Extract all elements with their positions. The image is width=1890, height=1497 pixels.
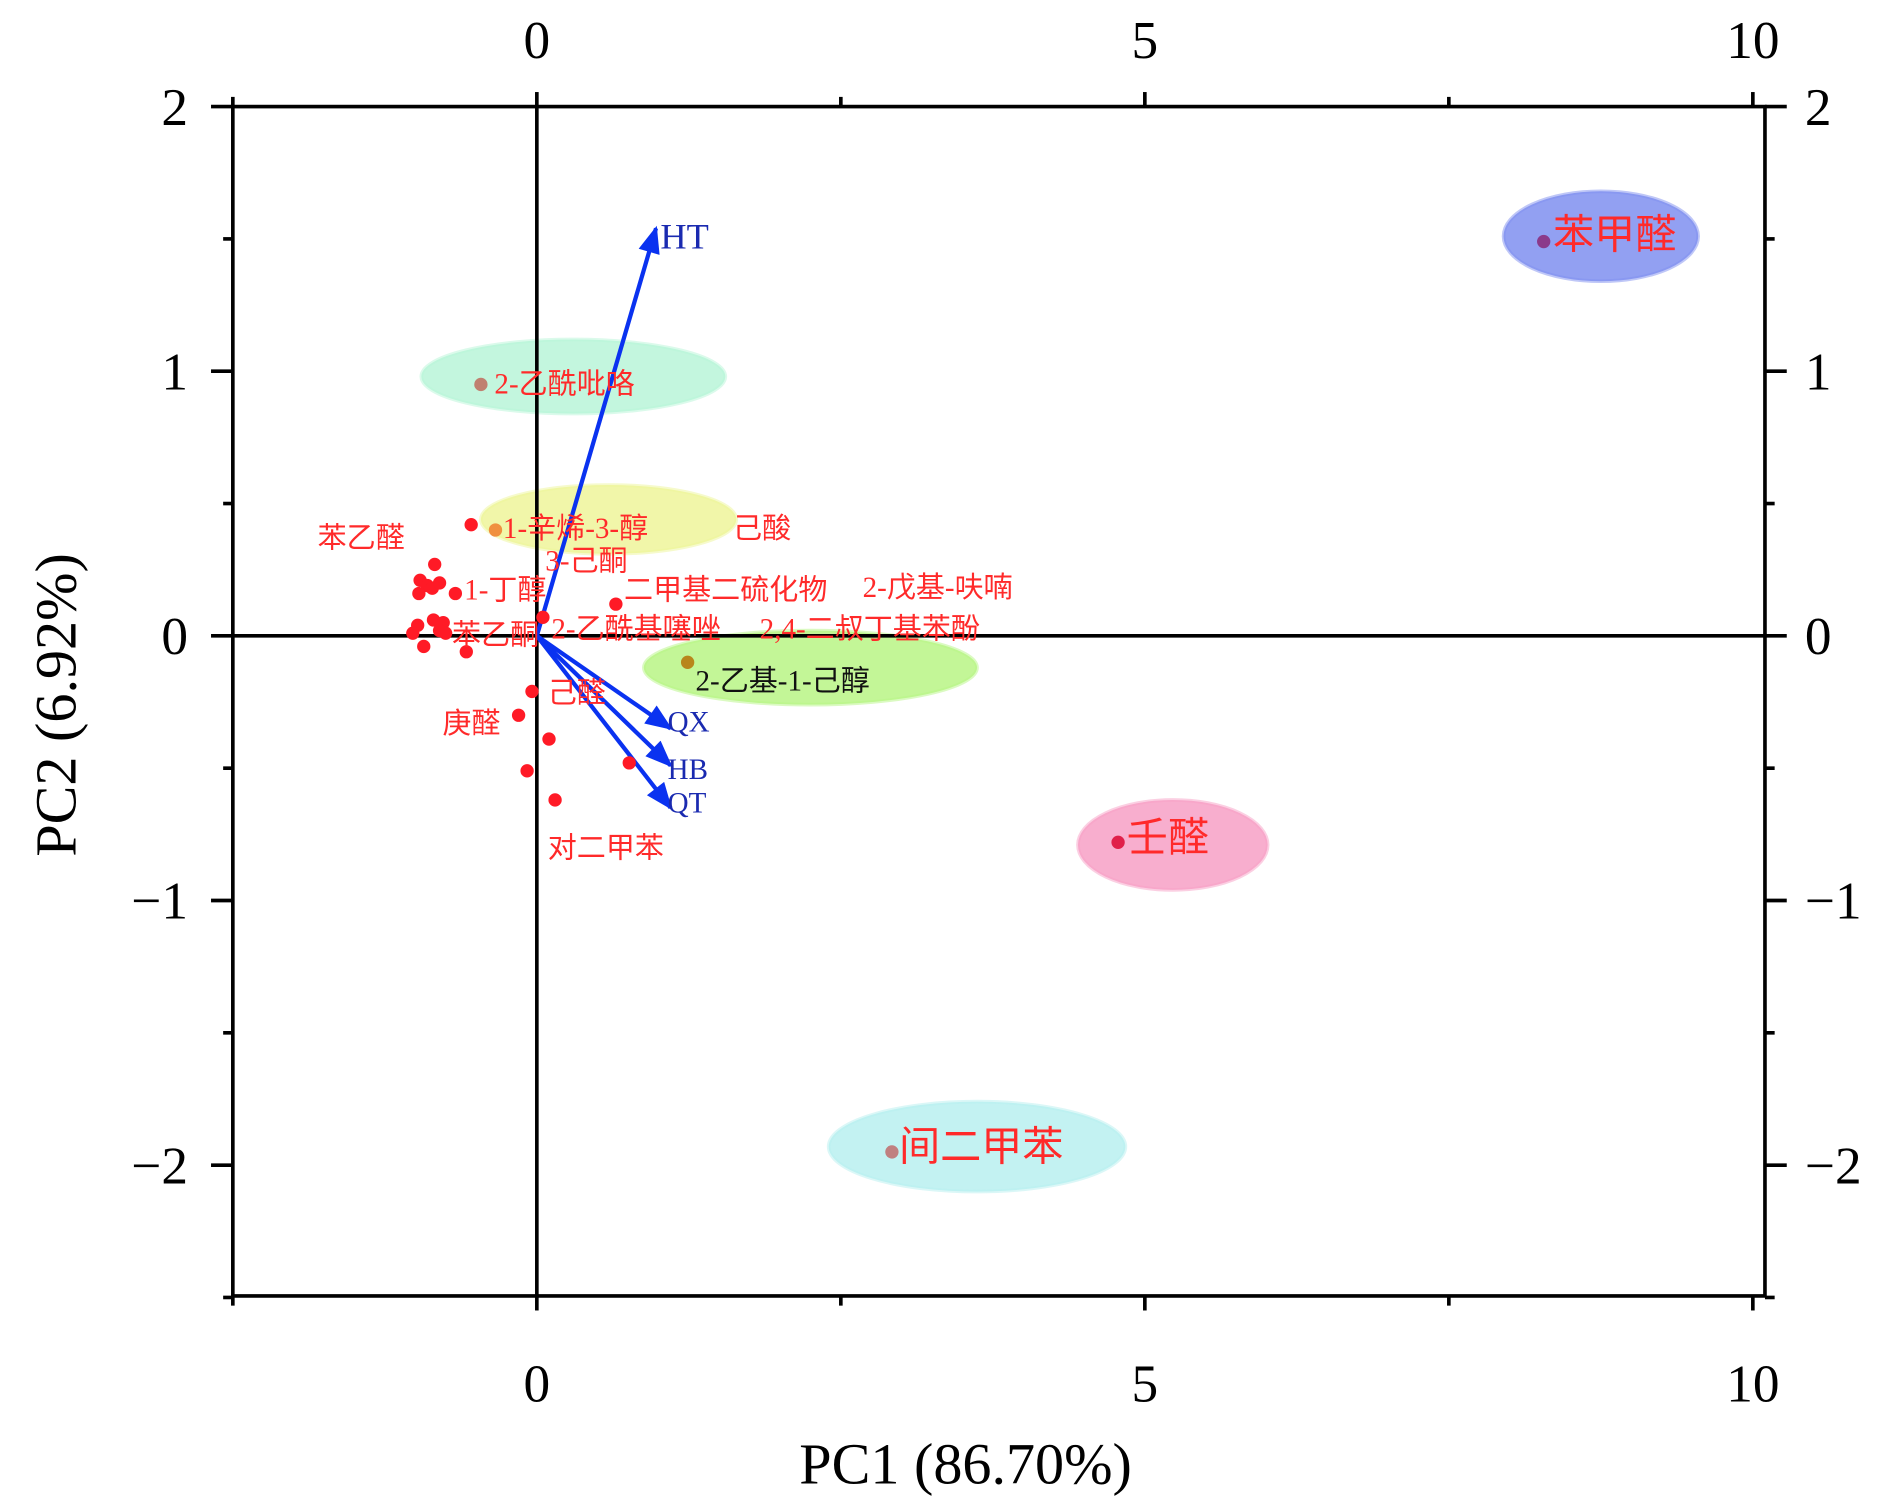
loading-label-hb: HB <box>668 754 708 786</box>
highlighted-label: 2-乙酰吡咯 <box>494 368 634 401</box>
data-point <box>525 684 539 699</box>
x-tick-label-bottom: 10 <box>1726 1354 1779 1413</box>
y-tick-label-right: 2 <box>1805 78 1832 137</box>
x-axis-title: PC1 (86.70%) <box>799 1432 1132 1497</box>
data-point <box>448 586 463 601</box>
group-ellipse <box>479 483 739 556</box>
highlighted-point <box>474 377 488 392</box>
highlighted-label: 壬醛 <box>1127 814 1209 860</box>
group-ellipse <box>642 628 979 707</box>
y-tick-label-right: 1 <box>1805 342 1832 401</box>
data-point <box>536 610 550 624</box>
loading-label-qt: QT <box>668 788 707 820</box>
point-label: 2,4-二叔丁基苯酚 <box>760 612 980 645</box>
data-point <box>542 732 556 746</box>
point-label: 庚醛 <box>442 707 500 740</box>
highlighted-label: 间二甲苯 <box>899 1123 1064 1169</box>
x-tick-label-bottom: 5 <box>1132 1354 1159 1413</box>
y-tick-label-right: −2 <box>1805 1136 1862 1195</box>
group-ellipse <box>419 337 728 416</box>
group-ellipse <box>826 1099 1128 1194</box>
y-tick-label-right: 0 <box>1805 607 1832 666</box>
y-tick-label-left: −1 <box>131 872 188 931</box>
y-axis-title: PC2 (6.92%) <box>23 553 88 857</box>
point-label: 己醛 <box>548 676 606 709</box>
highlighted-label: 苯甲醛 <box>1553 211 1676 257</box>
plot-frame <box>231 104 1767 1298</box>
point-label: 2-乙酰基噻唑 <box>551 612 720 645</box>
highlighted-point <box>488 523 503 537</box>
highlighted-point <box>1537 234 1551 249</box>
y-tick-label-left: 0 <box>161 607 188 666</box>
data-point <box>432 576 447 590</box>
data-point <box>622 756 636 770</box>
loading-arrow-hb <box>535 634 673 768</box>
data-point <box>406 626 420 640</box>
point-label: 2-戊基-呋喃 <box>863 571 1013 604</box>
loading-arrow-ht <box>534 225 660 637</box>
x-tick-label-top: 10 <box>1726 11 1779 70</box>
group-ellipse <box>1501 189 1700 284</box>
data-point <box>548 793 562 807</box>
point-label: 苯乙醛 <box>318 521 405 554</box>
loading-label-qx: QX <box>668 707 710 739</box>
data-point <box>459 645 473 659</box>
highlighted-point <box>1111 835 1125 849</box>
data-point <box>417 639 431 654</box>
data-point <box>609 597 623 611</box>
highlighted-point <box>885 1145 899 1159</box>
data-point <box>428 557 442 572</box>
point-label: 二甲基二硫化物 <box>624 574 827 607</box>
data-point <box>412 586 426 601</box>
loading-label-ht: HT <box>660 216 708 256</box>
y-tick-label-left: 1 <box>161 342 188 401</box>
loading-arrow-qt <box>535 634 673 811</box>
highlighted-label: 2-乙基-1-己醇 <box>696 664 870 697</box>
y-tick-label-left: 2 <box>161 78 188 137</box>
data-point <box>520 764 534 778</box>
point-label: 对二甲苯 <box>548 832 664 865</box>
x-tick-label-bottom: 0 <box>524 1354 551 1413</box>
x-tick-label-top: 5 <box>1132 11 1159 70</box>
data-point <box>511 708 526 722</box>
data-point <box>464 518 478 532</box>
group-ellipse <box>1076 798 1270 892</box>
point-label: 己酸 <box>733 512 791 545</box>
highlighted-point <box>680 655 695 669</box>
y-tick-label-left: −2 <box>131 1136 188 1195</box>
highlighted-label: 1-辛烯-3-醇 <box>503 512 648 545</box>
point-label: 1-丁醇 <box>464 574 546 607</box>
data-point <box>432 623 447 638</box>
y-tick-label-right: −1 <box>1805 872 1862 931</box>
point-label: 苯乙酮 <box>452 618 539 651</box>
x-tick-label-top: 0 <box>524 11 551 70</box>
point-label: 3-己酮 <box>545 545 627 577</box>
loading-arrow-qx <box>535 634 673 731</box>
